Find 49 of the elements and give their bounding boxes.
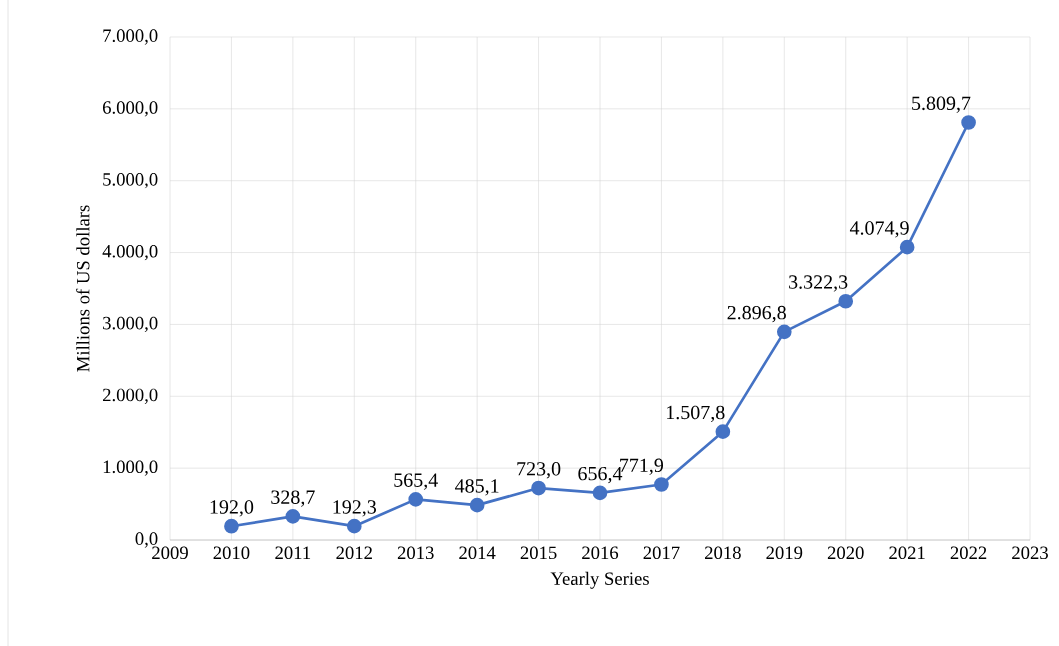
x-tick-label: 2021 <box>889 546 925 560</box>
data-label: 723,0 <box>517 462 561 479</box>
y-tick-label: 2.000,0 <box>103 388 158 404</box>
data-label: 565,4 <box>394 473 438 490</box>
data-label: 4.074,9 <box>849 221 909 238</box>
x-tick-label: 2013 <box>397 546 434 560</box>
point <box>346 518 362 534</box>
data-label: 485,1 <box>455 479 499 496</box>
x-tick-label: 2009 <box>152 546 188 560</box>
y-tick-label: 5.000,0 <box>103 173 158 189</box>
x-tick-label: 2018 <box>705 546 741 560</box>
y-tick-label: 4.000,0 <box>102 244 158 261</box>
y-tick-label: 3.000,0 <box>103 316 158 333</box>
x-tick-label: 2016 <box>582 546 619 560</box>
x-tick-label: 2010 <box>213 546 250 560</box>
x-tick-label: 2017 <box>643 546 680 560</box>
x-axis-title: Yearly Series <box>550 571 649 589</box>
x-tick-label: 2012 <box>336 546 372 560</box>
point <box>961 115 976 130</box>
point <box>531 480 546 496</box>
x-tick-label: 2019 <box>766 546 803 560</box>
point <box>224 518 239 534</box>
x-tick-label: 2022 <box>950 546 987 560</box>
point <box>838 293 854 309</box>
data-label: 1.507,8 <box>667 405 725 423</box>
point <box>899 239 915 255</box>
x-tick-label: 2020 <box>827 546 864 560</box>
point <box>469 497 485 513</box>
point <box>776 324 792 340</box>
x-tick-label: 2023 <box>1012 546 1048 560</box>
y-tick-label: 7.000,0 <box>103 29 158 45</box>
data-label: 328,7 <box>271 490 315 507</box>
point <box>408 492 424 507</box>
x-tick-label: 2015 <box>520 546 557 560</box>
point <box>592 485 608 501</box>
data-label: 192,0 <box>210 500 254 517</box>
y-tick-label: 1.000,0 <box>103 460 158 476</box>
data-label: 2.896,8 <box>727 305 786 323</box>
point <box>715 424 731 439</box>
data-label: 192,3 <box>333 500 377 517</box>
y-tick-label: 0,0 <box>135 532 158 548</box>
data-label: 3.322,3 <box>789 275 848 292</box>
point <box>654 477 669 492</box>
x-tick-label: 2011 <box>275 546 311 560</box>
y-tick-label: 6.000,0 <box>102 101 158 117</box>
x-tick-label: 2014 <box>459 546 496 560</box>
data-label: 5.809,7 <box>912 96 971 113</box>
y-axis-title: Millions of US dollars <box>76 205 90 372</box>
point <box>285 509 301 524</box>
